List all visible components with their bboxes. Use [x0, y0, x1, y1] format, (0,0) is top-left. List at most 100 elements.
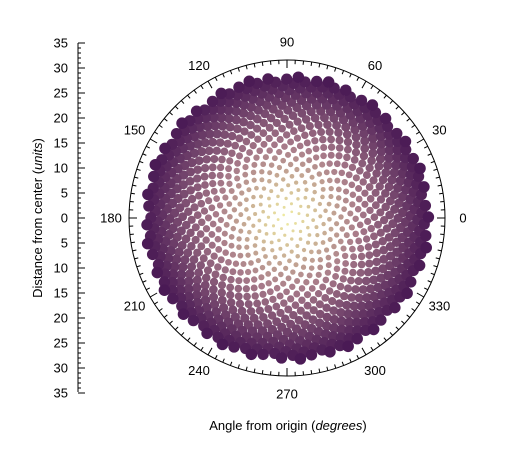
angle-minor-tick [139, 272, 144, 276]
data-point [313, 208, 318, 213]
data-point [314, 120, 323, 130]
data-point [400, 144, 412, 156]
data-point [375, 314, 387, 326]
data-point [197, 242, 206, 251]
data-point [252, 114, 262, 124]
data-point [367, 323, 380, 336]
data-point [253, 299, 262, 308]
data-point [317, 264, 324, 271]
radial-tick-label: 20 [54, 111, 68, 126]
data-point [214, 235, 222, 243]
data-point [272, 254, 278, 260]
data-point [231, 141, 240, 150]
data-point [405, 276, 417, 288]
data-point [253, 212, 258, 217]
radial-tick-label: 35 [54, 36, 68, 51]
data-point [369, 291, 380, 302]
data-point [226, 290, 235, 300]
data-point [375, 182, 384, 191]
data-point [360, 144, 370, 153]
data-point [265, 134, 273, 143]
data-point [318, 214, 323, 219]
data-point [217, 256, 225, 264]
data-point [196, 129, 207, 140]
data-point [242, 137, 251, 146]
data-point [219, 187, 226, 194]
data-point [177, 262, 188, 272]
data-point [208, 204, 216, 212]
data-point [209, 285, 218, 294]
data-point [375, 154, 386, 164]
data-point [297, 124, 306, 133]
data-point [280, 157, 287, 164]
data-point [253, 250, 259, 256]
angle-tick-label: 30 [432, 123, 446, 138]
data-point [226, 283, 235, 292]
angle-minor-tick [180, 332, 185, 336]
data-point [316, 249, 322, 255]
angle-major-tick [207, 80, 213, 89]
data-point [355, 237, 363, 245]
data-point [256, 147, 264, 155]
data-point [243, 292, 251, 301]
data-point [306, 240, 311, 245]
data-point [378, 264, 388, 274]
radial-axis: 35 30 25 20 15 10 5 0 5 10 15 20 25 30 35 [54, 36, 85, 401]
angle-tick-label: 300 [364, 363, 386, 378]
data-point [239, 117, 248, 127]
data-point [236, 244, 242, 250]
data-point [217, 121, 228, 131]
angle-labels: 0 30 60 90 120 150 180 210 240 270 300 330 [100, 35, 466, 402]
data-point [327, 151, 335, 159]
data-point [284, 196, 288, 201]
data-point [289, 249, 294, 254]
data-point [290, 146, 297, 154]
data-point [281, 177, 286, 182]
data-point [360, 136, 370, 146]
data-point [341, 122, 351, 132]
angle-minor-tick [427, 280, 432, 283]
data-point [329, 323, 340, 334]
data-point [298, 229, 303, 234]
data-point [378, 175, 388, 185]
data-point [289, 202, 294, 206]
data-point [293, 290, 301, 298]
data-point [392, 144, 404, 155]
data-point [206, 95, 219, 108]
angle-tick-label: 330 [429, 299, 451, 314]
data-point [384, 136, 395, 148]
angle-major-tick [149, 138, 158, 144]
angle-minor-tick [229, 361, 233, 366]
data-point [278, 271, 284, 278]
data-point [243, 197, 249, 203]
data-point [228, 341, 240, 353]
data-point [335, 195, 342, 201]
data-point [301, 131, 309, 139]
data-point [271, 129, 280, 137]
data-point [274, 182, 279, 187]
data-point [294, 166, 300, 173]
data-point [282, 213, 285, 217]
data-point [370, 213, 379, 222]
radial-tick-label: 35 [54, 386, 68, 401]
angle-minor-tick [222, 358, 225, 363]
data-point [234, 160, 241, 167]
data-point [289, 283, 296, 290]
data-point [328, 194, 334, 200]
data-point [210, 252, 218, 260]
data-point [306, 204, 311, 209]
data-point [261, 239, 266, 244]
data-point [212, 146, 221, 155]
data-point [253, 235, 259, 241]
angle-major-tick [149, 292, 158, 298]
data-point [243, 277, 251, 284]
angle-minor-tick [200, 346, 204, 351]
data-point [358, 309, 369, 320]
data-point [307, 233, 312, 237]
data-point [237, 252, 244, 259]
data-point [365, 251, 374, 260]
data-point [309, 249, 314, 255]
data-point [281, 143, 288, 150]
angle-minor-tick [134, 176, 139, 179]
data-point [193, 165, 203, 174]
